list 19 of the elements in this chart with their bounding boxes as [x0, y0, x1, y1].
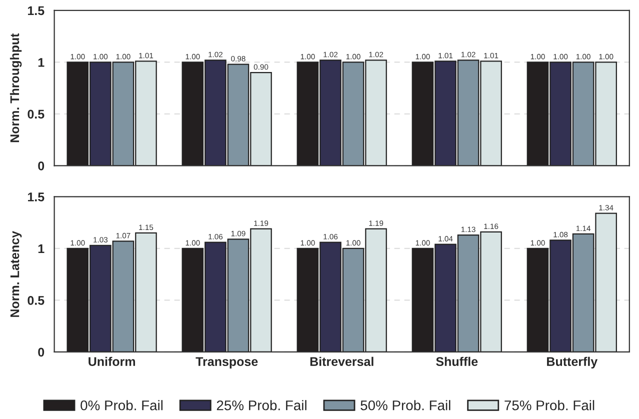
x-tick-label: Butterfly — [547, 356, 598, 368]
y-tick-label: 1.5 — [28, 192, 44, 202]
y-tick-label: 0 — [38, 348, 44, 357]
x-tick-label: Bitreversal — [310, 356, 374, 366]
x-tick-label: Shuffle — [436, 356, 478, 366]
y-axis-title: Norm. Latency — [10, 231, 22, 317]
x-tick-label: Uniform — [88, 356, 136, 366]
y-tick-label: 0.5 — [28, 296, 44, 305]
legend-label: 75% Prob. Fail — [504, 400, 594, 410]
y-tick-label: 0 — [38, 161, 44, 170]
y-tick-label: 0.5 — [28, 110, 44, 119]
legend-label: 25% Prob. Fail — [216, 400, 306, 410]
legend-label: 0% Prob. Fail — [80, 400, 163, 410]
y-tick-label: 1.5 — [28, 6, 44, 16]
x-tick-label: Transpose — [196, 357, 258, 368]
legend-label: 50% Prob. Fail — [360, 400, 450, 410]
y-tick-label: 1 — [38, 58, 44, 67]
y-axis-title: Norm. Throughput — [10, 33, 22, 142]
y-tick-label: 1 — [38, 244, 44, 254]
